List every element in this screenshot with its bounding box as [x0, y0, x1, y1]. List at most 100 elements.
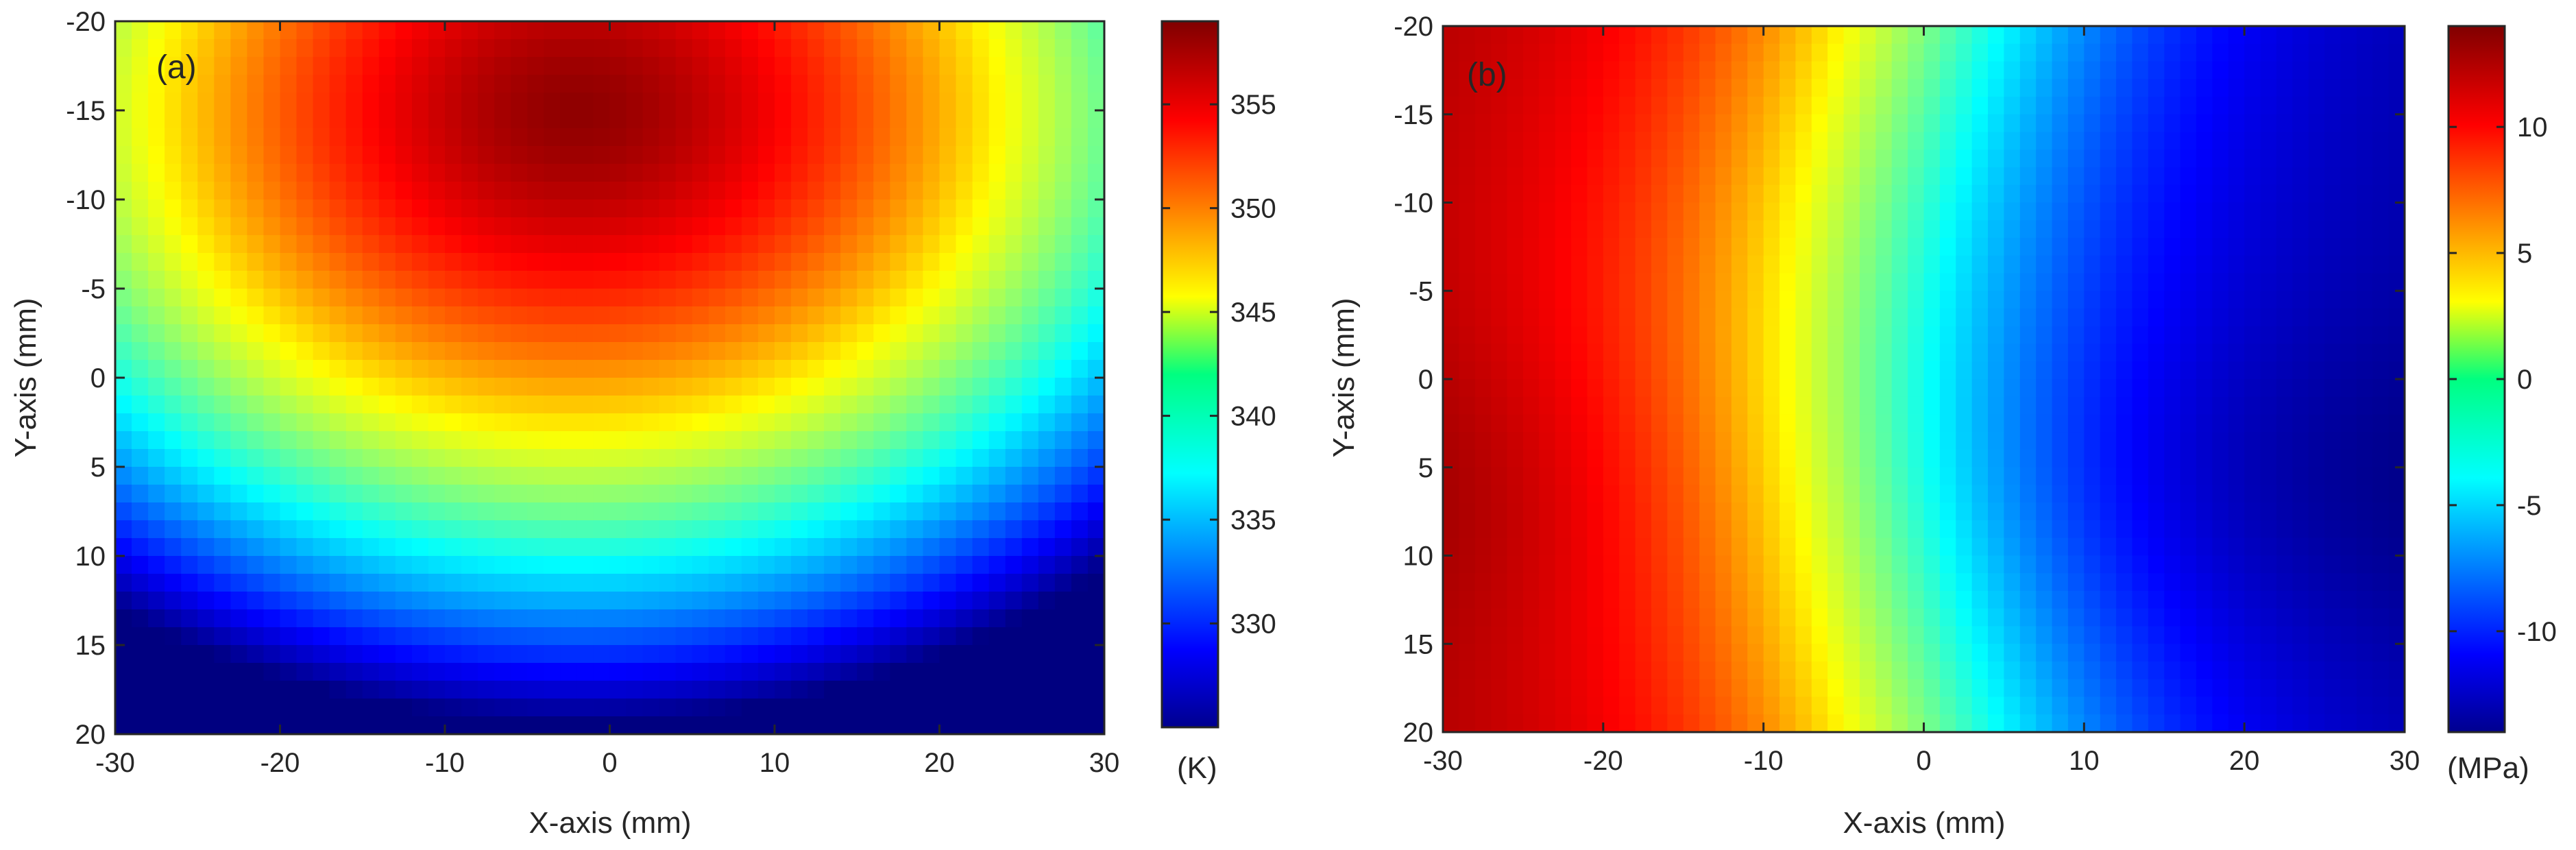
- heatmap-cell: [1635, 450, 1652, 468]
- heatmap-cell: [2324, 555, 2342, 574]
- heatmap-cell: [1779, 167, 1797, 186]
- heatmap-cell: [939, 396, 957, 414]
- heatmap-cell: [659, 324, 677, 343]
- heatmap-cell: [741, 485, 759, 503]
- heatmap-cell: [247, 431, 265, 450]
- heatmap-cell: [791, 128, 808, 147]
- heatmap-cell: [642, 627, 660, 646]
- heatmap-cell: [2340, 343, 2357, 363]
- heatmap-cell: [1859, 61, 1877, 80]
- heatmap-cell: [1038, 235, 1056, 254]
- heatmap-cell: [873, 485, 891, 503]
- heatmap-cell: [2084, 573, 2101, 592]
- heatmap-cell: [263, 93, 281, 111]
- heatmap-cell: [791, 699, 808, 717]
- heatmap-cell: [725, 627, 742, 646]
- heatmap-cell: [923, 146, 940, 165]
- heatmap-cell: [1443, 326, 1460, 345]
- heatmap-cell: [2244, 220, 2261, 239]
- heatmap-cell: [428, 467, 446, 485]
- heatmap-cell: [2148, 696, 2165, 716]
- heatmap-cell: [511, 324, 528, 343]
- heatmap-cell: [824, 592, 841, 610]
- heatmap-cell: [873, 271, 891, 289]
- heatmap-cell: [775, 396, 792, 414]
- heatmap-cell: [2148, 573, 2165, 592]
- heatmap-cell: [692, 39, 709, 58]
- heatmap-cell: [165, 699, 182, 717]
- heatmap-cell: [445, 39, 462, 58]
- heatmap-cell: [181, 342, 199, 361]
- heatmap-cell: [857, 538, 875, 557]
- heatmap-cell: [1859, 608, 1877, 627]
- heatmap-cell: [1667, 467, 1684, 486]
- heatmap-cell: [1491, 414, 1508, 433]
- heatmap-cell: [1459, 184, 1476, 204]
- heatmap-cell: [807, 627, 825, 646]
- heatmap-cell: [115, 467, 132, 485]
- heatmap-cell: [230, 449, 248, 467]
- heatmap-cell: [890, 146, 908, 165]
- heatmap-cell: [2116, 43, 2133, 62]
- heatmap-cell: [461, 39, 478, 58]
- heatmap-cell: [807, 164, 825, 182]
- heatmap-cell: [1988, 184, 2005, 204]
- heatmap-cell: [511, 57, 528, 75]
- heatmap-cell: [1988, 114, 2005, 133]
- heatmap-cell: [1956, 661, 1973, 680]
- heatmap-cell: [2260, 502, 2277, 521]
- heatmap-cell: [115, 538, 132, 557]
- heatmap-cell: [1811, 591, 1828, 609]
- heatmap-cell: [1891, 132, 1908, 151]
- heatmap-cell: [2324, 97, 2342, 115]
- heatmap-cell: [2372, 502, 2390, 521]
- heatmap-cell: [609, 520, 627, 539]
- heatmap-cell: [1087, 413, 1104, 432]
- heatmap-cell: [2244, 273, 2261, 292]
- heatmap-cell: [807, 699, 825, 717]
- heatmap-cell: [807, 93, 825, 111]
- heatmap-cell: [1843, 97, 1860, 115]
- heatmap-cell: [378, 699, 396, 717]
- heatmap-cell: [1683, 291, 1700, 309]
- heatmap-cell: [2212, 644, 2229, 662]
- heatmap-cell: [1635, 714, 1652, 732]
- heatmap-cell: [1988, 255, 2005, 274]
- heatmap-cell: [725, 609, 742, 628]
- heatmap-cell: [824, 21, 841, 40]
- heatmap-cell: [1923, 432, 1941, 450]
- heatmap-cell: [873, 253, 891, 271]
- heatmap-cell: [1811, 520, 1828, 539]
- heatmap-cell: [1667, 184, 1684, 204]
- heatmap-cell: [428, 217, 446, 236]
- heatmap-cell: [1651, 520, 1668, 539]
- heatmap-cell: [1731, 591, 1749, 609]
- heatmap-cell: [1747, 679, 1764, 698]
- heatmap-cell: [1795, 132, 1812, 151]
- heatmap-cell: [708, 538, 726, 557]
- heatmap-cell: [511, 699, 528, 717]
- heatmap-cell: [626, 164, 644, 182]
- heatmap-cell: [461, 485, 478, 503]
- heatmap-cell: [132, 716, 149, 734]
- heatmap-cell: [345, 289, 363, 307]
- heatmap-cell: [708, 502, 726, 521]
- heatmap-cell: [345, 217, 363, 236]
- heatmap-cell: [1875, 432, 1893, 450]
- heatmap-cell: [1827, 114, 1845, 133]
- heatmap-cell: [362, 627, 380, 646]
- heatmap-cell: [741, 57, 759, 75]
- heatmap-cell: [478, 110, 495, 129]
- heatmap-cell: [1021, 324, 1039, 343]
- heatmap-cell: [906, 574, 924, 592]
- heatmap-cell: [692, 627, 709, 646]
- heatmap-cell: [988, 289, 1006, 307]
- heatmap-cell: [1683, 661, 1700, 680]
- heatmap-cell: [280, 182, 297, 200]
- heatmap-cell: [395, 627, 413, 646]
- heatmap-cell: [1571, 644, 1588, 662]
- heatmap-cell: [956, 502, 973, 521]
- heatmap-cell: [1635, 326, 1652, 345]
- heatmap-cell: [2244, 361, 2261, 380]
- heatmap-cell: [1443, 520, 1460, 539]
